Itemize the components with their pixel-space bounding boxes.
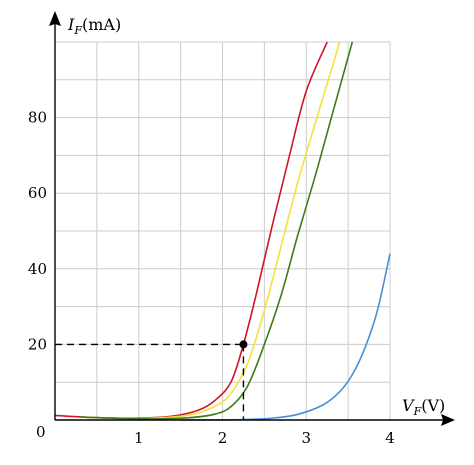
series-line-2 [80,41,341,420]
x-axis-arrow [441,414,455,426]
marked-point [239,340,248,349]
y-tick-label: 40 [28,260,47,278]
y-tick-label: 60 [28,184,47,202]
series-line-1 [54,41,328,420]
y-axis-label: IF(mA) [67,15,121,37]
series-line-3 [80,41,354,420]
y-tick-label: 20 [28,335,47,353]
x-tick-label: 1 [134,429,144,447]
axes [49,11,455,426]
x-axis-label: VF(V) [402,396,445,418]
grid [55,41,391,420]
y-axis-arrow [49,11,61,26]
guide-lines [55,340,248,420]
tick-labels: 1 2 3 4 20 40 60 80 [28,109,395,447]
series-line-4 [180,253,391,421]
x-tick-label: 3 [301,429,311,447]
y-tick-label: 80 [28,109,47,127]
origin-label: 0 [36,423,46,441]
x-tick-label: 2 [218,429,228,447]
x-tick-label: 4 [385,429,395,447]
